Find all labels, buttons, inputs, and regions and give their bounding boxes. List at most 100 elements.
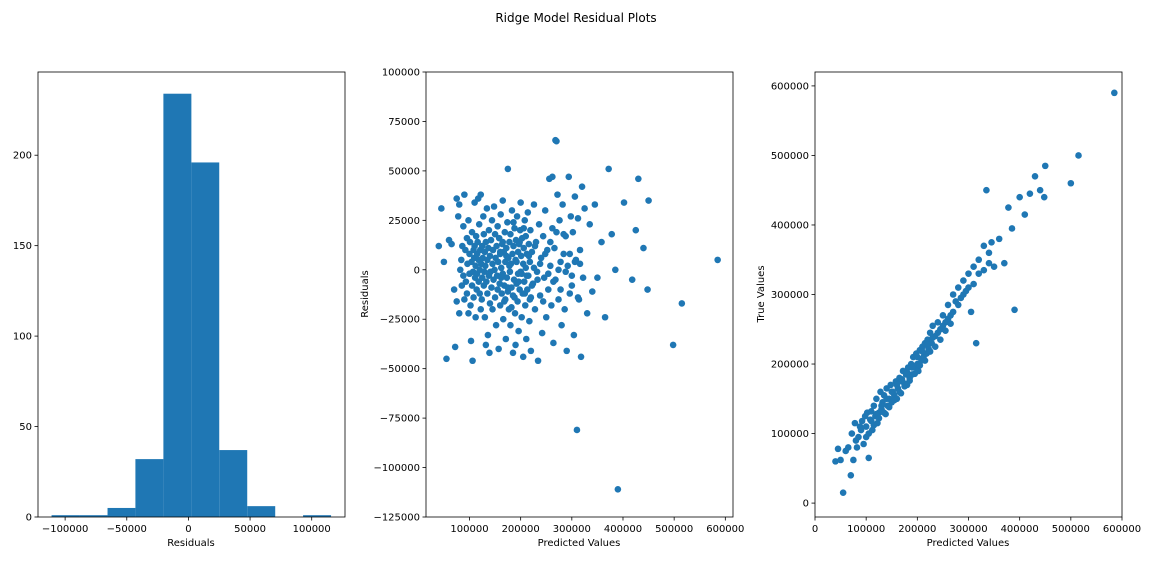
true-vs-predicted-point <box>1026 190 1034 197</box>
residuals-point <box>569 228 577 236</box>
residuals-point <box>550 278 557 285</box>
true-vs-predicted-point <box>870 421 878 429</box>
residuals-frame <box>425 71 734 518</box>
true-vs-predicted-point <box>844 444 852 451</box>
true-vs-predicted-point <box>995 235 1003 243</box>
residuals-point <box>502 335 510 343</box>
residuals-point <box>574 294 582 301</box>
residuals-point <box>524 209 532 216</box>
true-vs-predicted-point <box>906 377 913 385</box>
true-vs-predicted-y-tick-label: 400000 <box>771 220 809 231</box>
residuals-point <box>469 357 476 365</box>
residuals-point <box>506 238 513 246</box>
residuals-x-tick-label: 500000 <box>655 524 693 535</box>
true-vs-predicted-point <box>980 242 988 250</box>
residuals-point <box>605 165 612 173</box>
residuals-point <box>521 290 529 297</box>
residuals-point <box>547 238 554 246</box>
true-vs-predicted-point <box>975 270 983 277</box>
residuals-point <box>644 286 651 293</box>
residuals-point <box>503 274 511 281</box>
true-vs-predicted-point <box>914 353 921 361</box>
residuals-y-tick-label: 100000 <box>382 68 420 79</box>
residuals-point <box>536 260 544 268</box>
true-vs-predicted-point <box>954 284 962 291</box>
residuals-point <box>453 195 461 202</box>
residuals-point <box>635 175 642 183</box>
residuals-y-tick-label: 50000 <box>388 166 420 177</box>
histogram-bar <box>135 459 164 517</box>
true-vs-predicted-x-tick-label: 0 <box>812 524 818 535</box>
true-vs-predicted-point <box>1075 152 1082 159</box>
residuals-point <box>470 294 477 301</box>
residuals-point <box>501 228 509 236</box>
true-vs-predicted-point <box>1111 89 1118 97</box>
residuals-point <box>620 199 628 206</box>
residuals-point <box>552 136 559 144</box>
residuals-point <box>511 294 518 301</box>
residuals-x-tick-label: 400000 <box>604 524 642 535</box>
residuals-point <box>462 246 469 254</box>
histogram-bar <box>107 507 136 517</box>
true-vs-predicted-points <box>832 89 1118 496</box>
residuals-point <box>455 201 463 208</box>
true-vs-predicted-point <box>967 308 975 316</box>
residuals-point <box>504 219 511 226</box>
true-vs-predicted-point <box>873 395 880 403</box>
residuals-point <box>488 284 495 291</box>
residuals-point <box>563 347 571 355</box>
residuals-point <box>508 207 516 214</box>
true-vs-predicted-point <box>1036 186 1044 194</box>
residuals-point <box>481 313 489 321</box>
histogram-y-tick-label: 0 <box>26 513 32 524</box>
residuals-y-tick-label: 0 <box>414 265 420 276</box>
residuals-point <box>516 238 523 246</box>
residuals-point <box>497 211 505 218</box>
residuals-point <box>476 290 484 297</box>
residuals-point <box>509 250 516 258</box>
true-vs-predicted-point <box>939 322 947 330</box>
residuals-point <box>531 306 539 313</box>
histogram-bar <box>191 162 220 518</box>
residuals-point <box>541 207 549 214</box>
true-vs-predicted-point <box>985 249 993 257</box>
residuals-point <box>522 264 530 272</box>
residuals-point <box>576 260 584 268</box>
residuals-point <box>555 296 562 303</box>
residuals-point <box>503 252 510 260</box>
residuals-point <box>581 205 588 212</box>
residuals-y-tick-label: −100000 <box>373 463 420 474</box>
residuals-point <box>443 355 450 363</box>
residuals-point <box>526 258 534 266</box>
residuals-point <box>467 337 475 345</box>
residuals-point <box>518 270 525 278</box>
residuals-point <box>496 248 504 256</box>
residuals-point <box>576 246 584 254</box>
residuals-point <box>567 213 575 220</box>
residuals-point <box>485 226 493 234</box>
residuals-point <box>508 304 515 311</box>
true-vs-predicted-x-tick-label: 100000 <box>847 524 885 535</box>
residuals-point <box>461 296 468 303</box>
true-vs-predicted-point <box>929 334 936 341</box>
histogram-bar <box>219 450 248 517</box>
residuals-y-tick-label: 25000 <box>388 216 420 227</box>
residuals-point <box>537 254 545 262</box>
residuals-point <box>574 215 582 222</box>
residuals-point <box>550 339 557 347</box>
residuals-point <box>526 317 533 325</box>
true-vs-predicted-point <box>965 284 972 291</box>
true-vs-predicted-point <box>970 280 977 288</box>
residuals-point <box>463 290 471 297</box>
true-vs-predicted-y-tick-label: 500000 <box>771 151 809 162</box>
residuals-point <box>468 282 476 289</box>
true-vs-predicted-point <box>832 458 839 465</box>
true-vs-predicted-frame <box>814 71 1123 518</box>
true-vs-predicted-point <box>960 277 967 284</box>
residuals-point <box>438 205 445 212</box>
figure-title: Ridge Model Residual Plots <box>495 11 656 25</box>
histogram-x-label: Residuals <box>167 538 214 549</box>
true-vs-predicted-point <box>847 471 855 479</box>
residuals-point <box>450 286 458 293</box>
residuals-x-tick-label: 200000 <box>502 524 540 535</box>
